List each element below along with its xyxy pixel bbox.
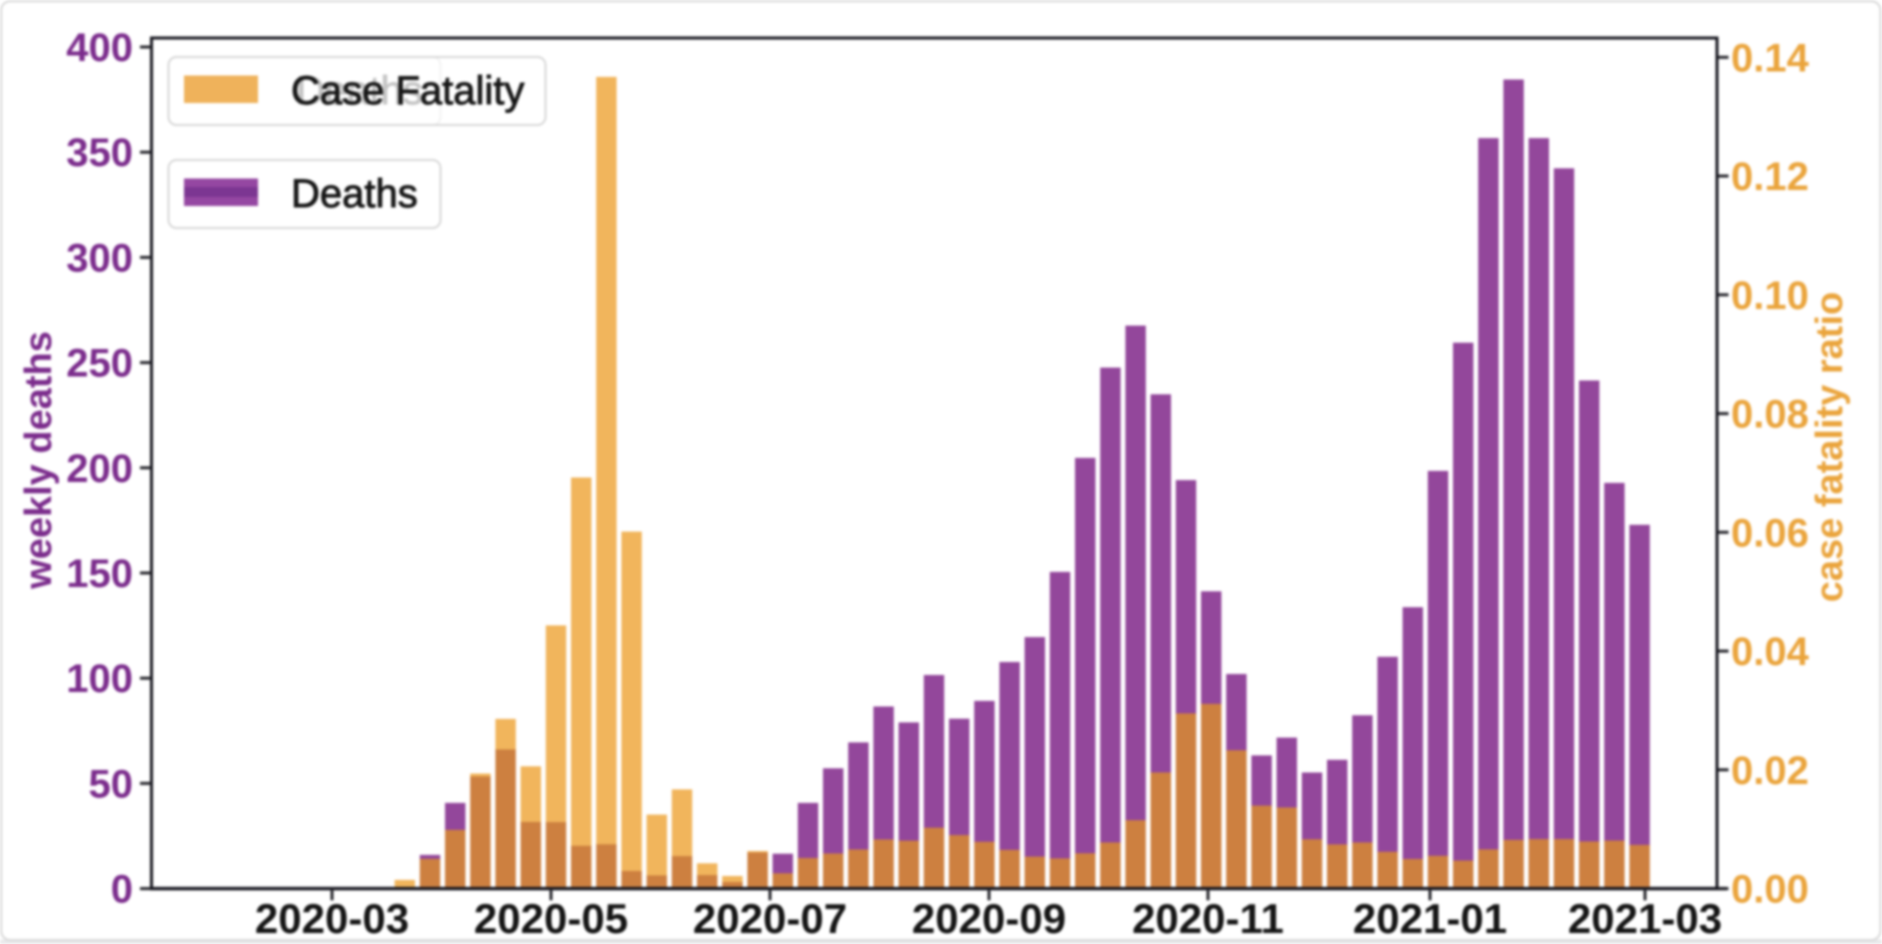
svg-text:2021-03: 2021-03 [1568,895,1722,942]
svg-text:2020-03: 2020-03 [255,895,409,942]
svg-text:Case Fatality: Case Fatality [291,69,524,113]
svg-text:2020-11: 2020-11 [1132,895,1284,942]
svg-text:150: 150 [66,552,133,596]
svg-text:200: 200 [66,447,133,491]
svg-text:0: 0 [111,868,133,912]
svg-text:2020-07: 2020-07 [693,895,847,942]
svg-text:250: 250 [66,342,133,386]
svg-text:2020-05: 2020-05 [474,895,628,942]
svg-text:0.12: 0.12 [1731,155,1809,199]
svg-text:400: 400 [66,26,133,70]
svg-text:0.00: 0.00 [1731,868,1809,912]
svg-text:0.02: 0.02 [1731,749,1809,793]
svg-text:Deaths: Deaths [291,172,418,216]
svg-text:case fatality ratio: case fatality ratio [1809,292,1851,602]
svg-text:300: 300 [66,236,133,280]
svg-text:100: 100 [66,657,133,701]
svg-text:weekly deaths: weekly deaths [18,331,60,590]
svg-text:0.06: 0.06 [1731,511,1809,555]
svg-text:0.04: 0.04 [1731,630,1810,674]
svg-text:2021-01: 2021-01 [1353,895,1507,942]
svg-text:0.14: 0.14 [1731,36,1810,80]
svg-text:0.10: 0.10 [1731,274,1809,318]
svg-text:0.08: 0.08 [1731,393,1809,437]
svg-text:2020-09: 2020-09 [912,895,1066,942]
svg-text:350: 350 [66,131,133,175]
svg-text:50: 50 [89,762,134,806]
